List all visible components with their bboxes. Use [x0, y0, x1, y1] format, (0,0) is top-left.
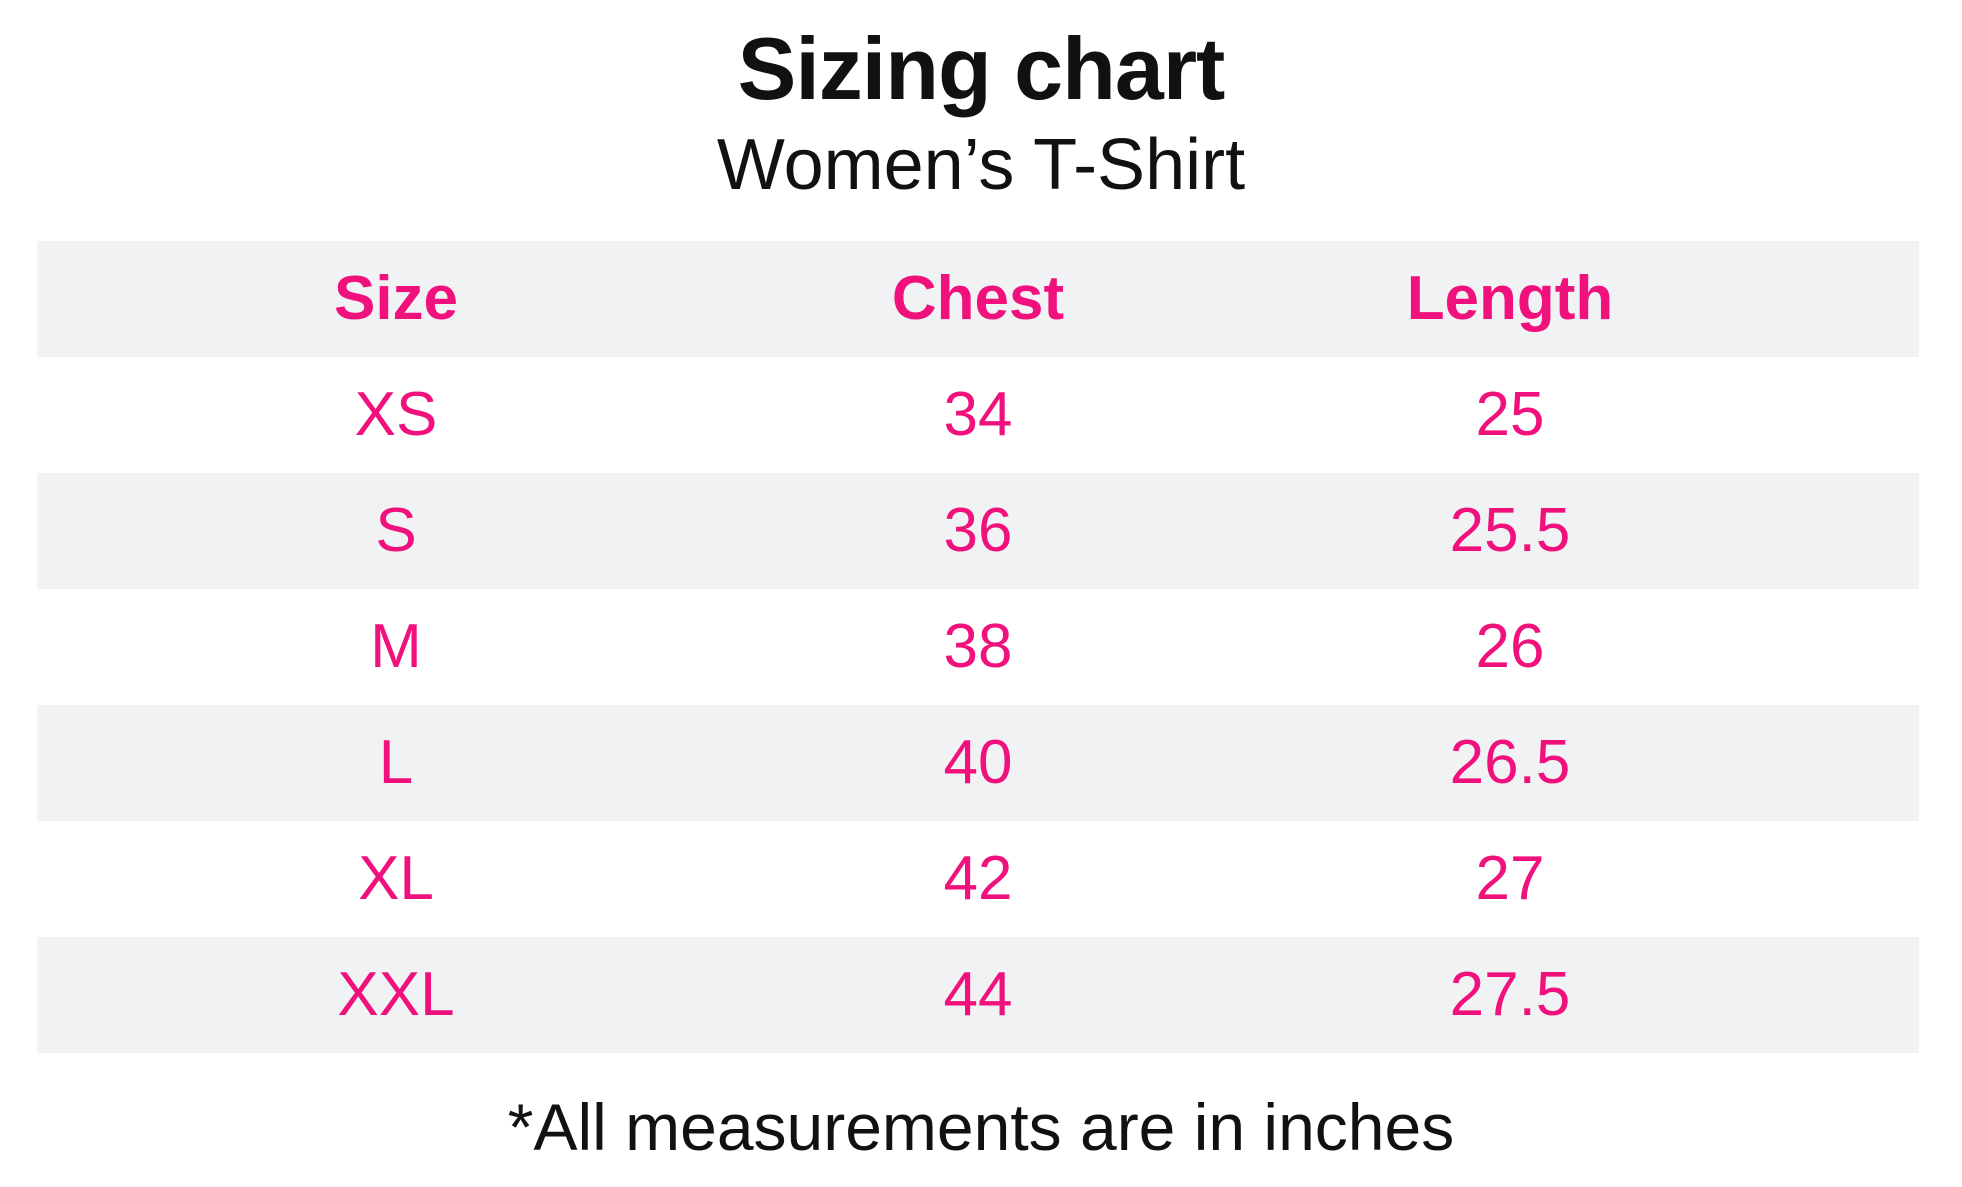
- table-row-s: S 36 25.5: [37, 473, 1919, 589]
- chest-cell: 34: [943, 380, 1013, 449]
- length-cell: 26: [1475, 612, 1545, 681]
- length-cell: 25.5: [1449, 496, 1571, 565]
- chest-cell: 44: [943, 960, 1013, 1029]
- table-header-row: Size Chest Length: [37, 241, 1919, 357]
- column-header-chest: Chest: [891, 264, 1065, 333]
- table-row-xs: XS 34 25: [37, 357, 1919, 473]
- measurements-footnote: *All measurements are in inches: [507, 1090, 1455, 1164]
- chest-cell: 42: [943, 844, 1013, 913]
- length-cell: 26.5: [1449, 728, 1571, 797]
- column-header-length: Length: [1406, 264, 1614, 333]
- length-cell: 27.5: [1449, 960, 1571, 1029]
- chest-cell: 36: [943, 496, 1013, 565]
- size-cell: S: [375, 496, 417, 565]
- size-cell: M: [370, 612, 422, 681]
- chest-cell: 40: [943, 728, 1013, 797]
- page-title: Sizing chart: [737, 19, 1226, 118]
- table-row-xl: XL 42 27: [37, 821, 1919, 937]
- sizing-table: Size Chest Length XS 34 25 S 36 25.5 M 3…: [37, 241, 1919, 1053]
- table-row-xxl: XXL 44 27.5: [37, 937, 1919, 1053]
- table-row-m: M 38 26: [37, 589, 1919, 705]
- column-header-size: Size: [333, 264, 459, 333]
- chest-cell: 38: [943, 612, 1013, 681]
- size-cell: L: [378, 728, 414, 797]
- table-row-l: L 40 26.5: [37, 705, 1919, 821]
- length-cell: 27: [1475, 844, 1545, 913]
- page-subtitle: Women’s T-Shirt: [716, 125, 1246, 205]
- length-cell: 25: [1475, 380, 1545, 449]
- size-cell: XS: [354, 380, 438, 449]
- size-cell: XXL: [337, 960, 455, 1029]
- size-cell: XL: [358, 844, 434, 913]
